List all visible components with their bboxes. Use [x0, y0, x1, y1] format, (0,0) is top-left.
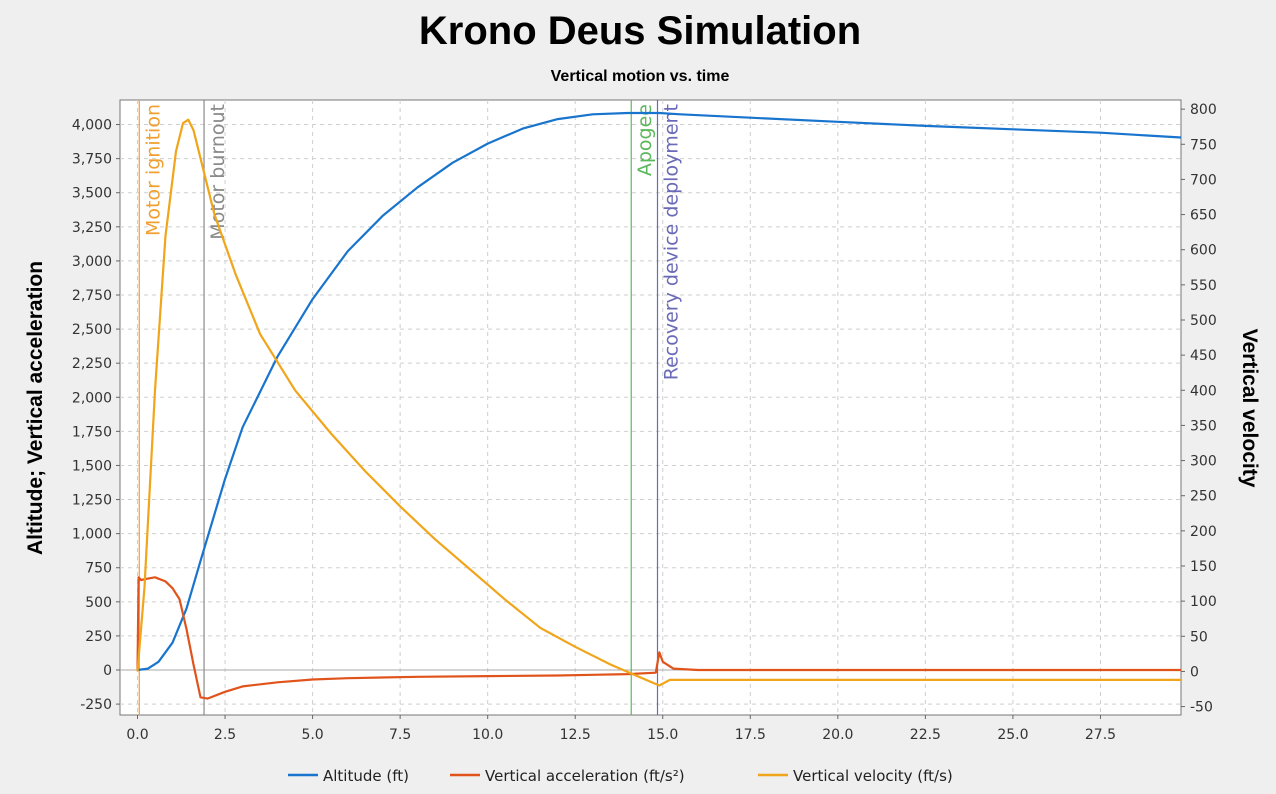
y-left-tick-label: 1,250	[72, 493, 112, 509]
y-left-tick-label: 1,750	[72, 424, 112, 440]
legend-label: Vertical acceleration (ft/s²)	[485, 767, 685, 785]
x-tick-label: 27.5	[1085, 727, 1116, 743]
y-right-tick-label: 150	[1190, 559, 1217, 575]
y-left-tick-label: 2,250	[72, 356, 112, 372]
x-tick-label: 20.0	[822, 727, 853, 743]
x-tick-label: 17.5	[735, 727, 766, 743]
y-left-tick-label: -250	[80, 697, 112, 713]
y-left-tick-label: 2,750	[72, 288, 112, 304]
series-line	[136, 576, 1181, 700]
plot-area	[119, 99, 1182, 716]
y-left-tick-label: 3,250	[72, 220, 112, 236]
grid	[120, 100, 1181, 715]
y-left-tick-label: 4,000	[72, 118, 112, 134]
event-marker-label: Motor burnout	[207, 104, 229, 240]
x-tick-label: 0.0	[126, 727, 148, 743]
y-right-tick-label: 500	[1190, 313, 1217, 329]
series-line	[136, 118, 1181, 687]
x-tick-label: 2.5	[214, 727, 236, 743]
x-tick-label: 7.5	[389, 727, 411, 743]
x-axis-ticks: 0.0 2.5 5.0 7.5 10.0 12.5 15.0 17.5 20.0 22.5 25.0…	[126, 715, 1116, 743]
y-right-tick-label: -50	[1190, 700, 1213, 716]
y-left-tick-label: 2,500	[72, 322, 112, 338]
legend-label: Altitude (ft)	[323, 767, 409, 785]
y-right-tick-label: 700	[1190, 172, 1217, 188]
x-tick-label: 15.0	[647, 727, 678, 743]
y-left-tick-label: 500	[85, 595, 112, 611]
legend: Altitude (ft) Vertical acceleration (ft/s…	[288, 767, 953, 785]
x-tick-label: 22.5	[910, 727, 941, 743]
chart-subtitle: Vertical motion vs. time	[551, 68, 730, 85]
y-right-tick-label: 100	[1190, 594, 1217, 610]
y-left-tick-label: 1,000	[72, 527, 112, 543]
x-tick-label: 5.0	[301, 727, 323, 743]
y-right-tick-label: 750	[1190, 137, 1217, 153]
y-left-tick-label: 3,000	[72, 254, 112, 270]
x-tick-label: 10.0	[472, 727, 503, 743]
series-line	[137, 111, 1182, 672]
y-right-tick-label: 50	[1190, 629, 1208, 645]
y-right-axis-ticks: -50 0 50 100 150 200 250 300 350 400 450 500 550 600 6…	[1181, 102, 1217, 716]
y-left-tick-label: 3,500	[72, 186, 112, 202]
x-tick-label: 12.5	[560, 727, 591, 743]
y-left-tick-label: 750	[85, 561, 112, 577]
y-right-tick-label: 0	[1190, 664, 1199, 680]
y-right-tick-label: 650	[1190, 208, 1217, 224]
x-tick-label: 25.0	[997, 727, 1028, 743]
y-right-tick-label: 400	[1190, 383, 1217, 399]
y-right-tick-label: 350	[1190, 418, 1217, 434]
y-left-tick-label: 1,500	[72, 458, 112, 474]
y-left-tick-label: 2,000	[72, 390, 112, 406]
event-marker-label: Motor ignition	[142, 104, 164, 236]
y-left-tick-label: 250	[85, 629, 112, 645]
y-right-tick-label: 300	[1190, 454, 1217, 470]
series-lines	[136, 111, 1182, 700]
y-left-axis-ticks: -250 0 250 500 750 1,000 1,250 1,500 1,750 2,000 2…	[72, 118, 120, 713]
y-left-tick-label: 3,750	[72, 152, 112, 168]
y-right-tick-label: 250	[1190, 489, 1217, 505]
y-right-tick-label: 550	[1190, 278, 1217, 294]
y-right-tick-label: 450	[1190, 348, 1217, 364]
y-right-axis-label: Vertical velocity	[1238, 329, 1261, 488]
y-right-tick-label: 800	[1190, 102, 1217, 118]
event-marker-label: Recovery device deployment	[661, 104, 683, 380]
legend-label: Vertical velocity (ft/s)	[793, 767, 953, 785]
y-left-tick-label: 0	[103, 663, 112, 679]
y-right-tick-label: 200	[1190, 524, 1217, 540]
y-left-axis-label: Altitude; Vertical acceleration	[24, 261, 47, 555]
chart-title: Krono Deus Simulation	[419, 9, 861, 53]
event-marker-label: Apogee	[634, 104, 656, 176]
y-right-tick-label: 600	[1190, 243, 1217, 259]
